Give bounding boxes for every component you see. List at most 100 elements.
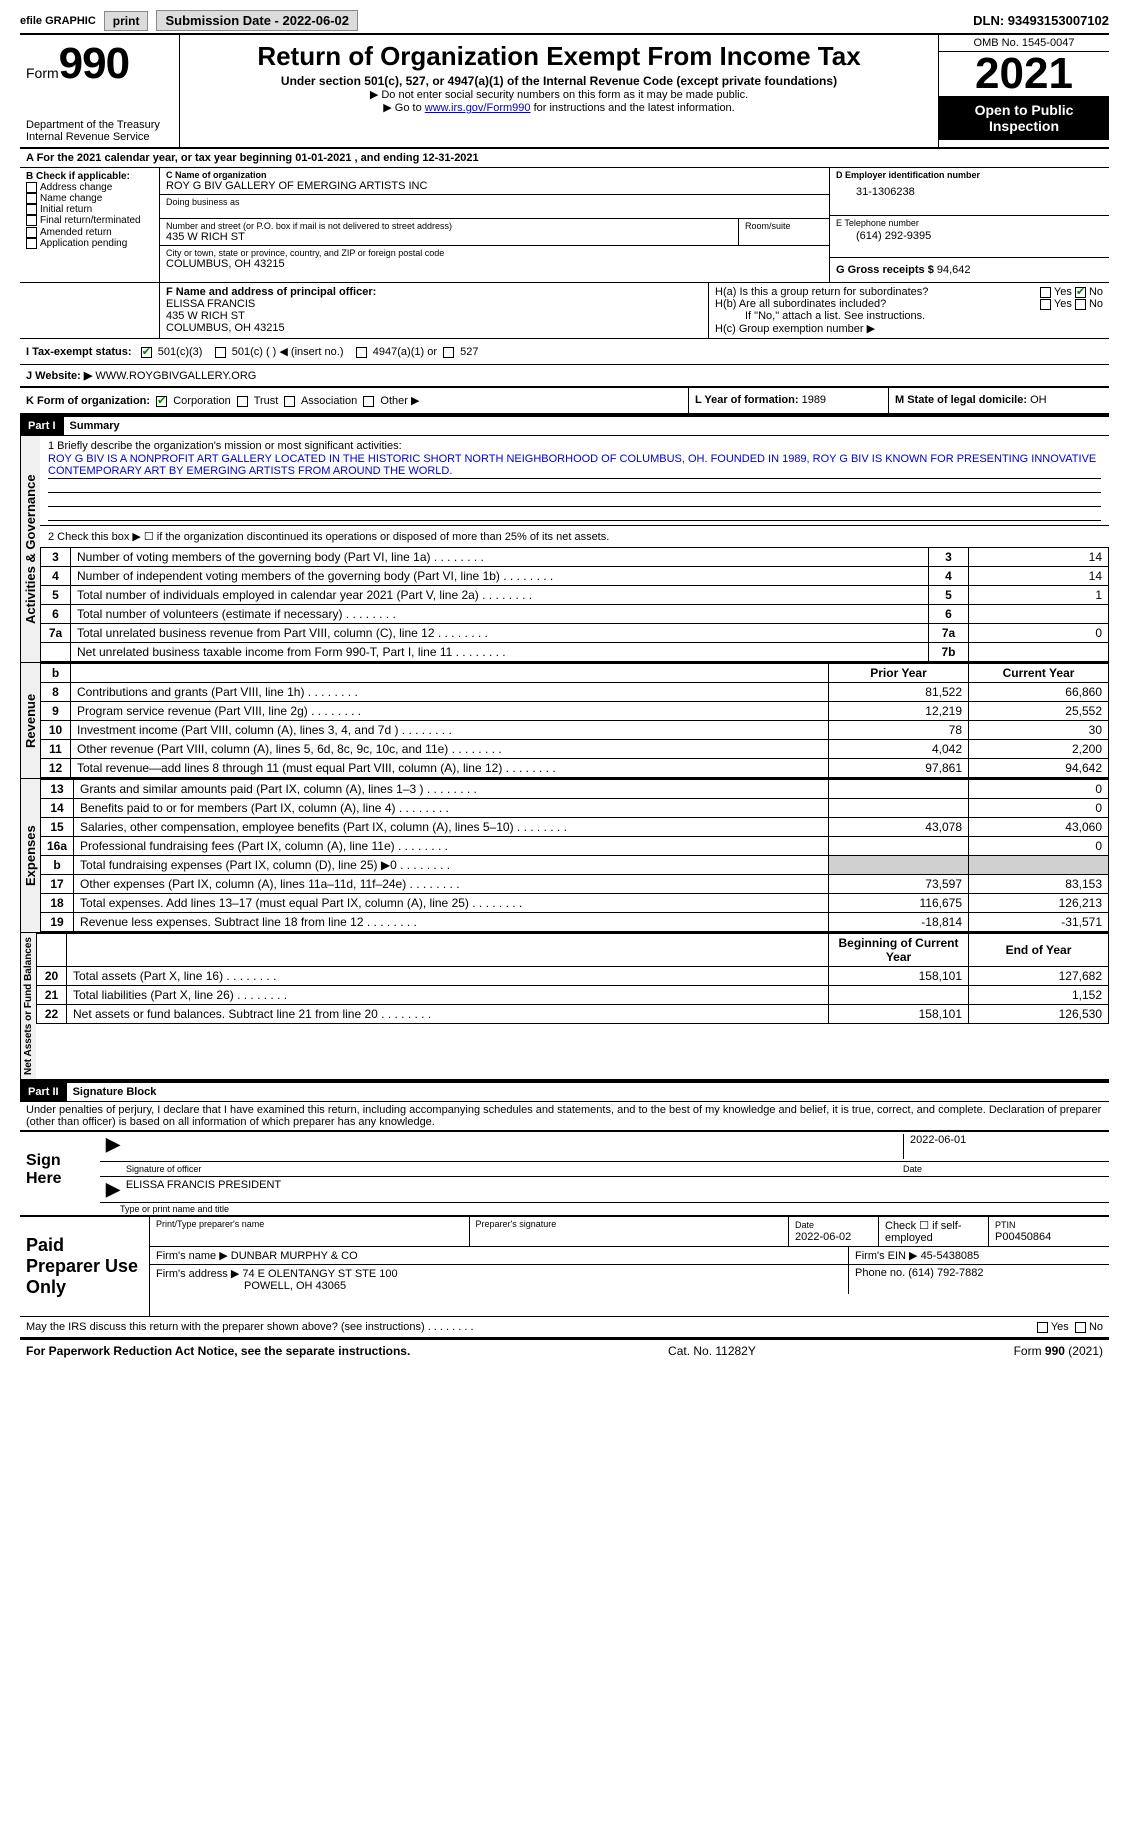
current-value: 2,200 bbox=[969, 740, 1109, 759]
data-row: 8 Contributions and grants (Part VIII, l… bbox=[41, 683, 1109, 702]
officer-addr1: 435 W RICH ST bbox=[166, 310, 702, 322]
line-number: 20 bbox=[37, 967, 67, 986]
instructions-link[interactable]: www.irs.gov/Form990 bbox=[425, 102, 531, 114]
box-deg: D Employer identification number 31-1306… bbox=[829, 168, 1109, 282]
name-title-label: Type or print name and title bbox=[100, 1203, 1109, 1215]
ag-table: 3 Number of voting members of the govern… bbox=[40, 547, 1109, 662]
line-text: Total liabilities (Part X, line 26) bbox=[67, 986, 829, 1005]
line-number: 19 bbox=[41, 913, 74, 932]
discuss-row: May the IRS discuss this return with the… bbox=[20, 1316, 1109, 1338]
rev-header-row: b Prior Year Current Year bbox=[41, 664, 1109, 683]
ag-row: 4 Number of independent voting members o… bbox=[41, 567, 1109, 586]
prior-value bbox=[829, 780, 969, 799]
opt-final-return: Final return/terminated bbox=[26, 215, 153, 226]
line-text: Number of independent voting members of … bbox=[71, 567, 929, 586]
current-value: 43,060 bbox=[969, 818, 1109, 837]
line-number: 12 bbox=[41, 759, 71, 778]
box-k-label: K Form of organization: bbox=[26, 395, 150, 407]
page-footer: For Paperwork Reduction Act Notice, see … bbox=[20, 1338, 1109, 1362]
part2-title: Signature Block bbox=[67, 1083, 163, 1101]
data-row: 9 Program service revenue (Part VIII, li… bbox=[41, 702, 1109, 721]
prep-date: 2022-06-02 bbox=[795, 1231, 851, 1243]
period-text: A For the 2021 calendar year, or tax yea… bbox=[20, 149, 1109, 167]
form-990-page: efile GRAPHIC print Submission Date - 20… bbox=[0, 0, 1129, 1372]
ag-row: 7a Total unrelated business revenue from… bbox=[41, 624, 1109, 643]
line-number: 7a bbox=[41, 624, 71, 643]
prep-sig-label: Preparer's signature bbox=[476, 1219, 783, 1229]
na-hdr-blank2 bbox=[67, 934, 829, 967]
line-number: 13 bbox=[41, 780, 74, 799]
data-row: 22 Net assets or fund balances. Subtract… bbox=[37, 1005, 1109, 1024]
box-m-label: M State of legal domicile: bbox=[895, 394, 1027, 406]
na-tbody: Beginning of Current Year End of Year 20… bbox=[37, 934, 1109, 1024]
website-row: J Website: ▶ WWW.ROYGBIVGALLERY.ORG bbox=[20, 365, 1109, 388]
line-number: 11 bbox=[41, 740, 71, 759]
line-text: Total assets (Part X, line 16) bbox=[67, 967, 829, 986]
box-f: F Name and address of principal officer:… bbox=[160, 283, 709, 338]
line-number: 10 bbox=[41, 721, 71, 740]
line-text: Total unrelated business revenue from Pa… bbox=[71, 624, 929, 643]
line-text: Total number of volunteers (estimate if … bbox=[71, 605, 929, 624]
current-value: 127,682 bbox=[969, 967, 1109, 986]
org-corp: Corporation bbox=[173, 395, 230, 407]
line-value: 1 bbox=[969, 586, 1109, 605]
line-text: Benefits paid to or for members (Part IX… bbox=[74, 799, 829, 818]
title-block: Return of Organization Exempt From Incom… bbox=[180, 35, 939, 147]
form-header: Form990 Department of the Treasury Inter… bbox=[20, 35, 1109, 149]
current-value: 83,153 bbox=[969, 875, 1109, 894]
prior-value: 158,101 bbox=[829, 967, 969, 986]
dln: DLN: 93493153007102 bbox=[973, 13, 1109, 28]
data-row: 13 Grants and similar amounts paid (Part… bbox=[41, 780, 1109, 799]
col-begin: Beginning of Current Year bbox=[829, 934, 969, 967]
line-value: 0 bbox=[969, 624, 1109, 643]
line-text: Grants and similar amounts paid (Part IX… bbox=[74, 780, 829, 799]
arrow-icon: ▶ bbox=[106, 1134, 120, 1159]
data-row: 11 Other revenue (Part VIII, column (A),… bbox=[41, 740, 1109, 759]
line-number: 15 bbox=[41, 818, 74, 837]
prior-value: 116,675 bbox=[829, 894, 969, 913]
rev-hdr-b: b bbox=[41, 664, 71, 683]
sig-date: 2022-06-01 bbox=[903, 1134, 1103, 1159]
ptin-value: P00450864 bbox=[995, 1231, 1051, 1243]
data-row: 10 Investment income (Part VIII, column … bbox=[41, 721, 1109, 740]
box-c: C Name of organization ROY G BIV GALLERY… bbox=[160, 168, 829, 282]
box-number: 7a bbox=[929, 624, 969, 643]
current-value bbox=[969, 856, 1109, 875]
prior-value: 158,101 bbox=[829, 1005, 969, 1024]
box-number: 6 bbox=[929, 605, 969, 624]
prior-value: 73,597 bbox=[829, 875, 969, 894]
sign-here-label: Sign Here bbox=[20, 1132, 100, 1215]
dba-label: Doing business as bbox=[166, 197, 823, 207]
officer-name: ELISSA FRANCIS bbox=[166, 298, 702, 310]
line-number: 9 bbox=[41, 702, 71, 721]
irs-label: Internal Revenue Service bbox=[26, 131, 173, 143]
box-g-label: G Gross receipts $ bbox=[836, 264, 934, 276]
submission-date: Submission Date - 2022-06-02 bbox=[156, 10, 358, 31]
firm-addr2: POWELL, OH 43065 bbox=[156, 1280, 346, 1292]
line-text: Salaries, other compensation, employee b… bbox=[74, 818, 829, 837]
paid-preparer-label: Paid Preparer Use Only bbox=[20, 1217, 150, 1316]
box-m: M State of legal domicile: OH bbox=[889, 388, 1109, 413]
na-header-row: Beginning of Current Year End of Year bbox=[37, 934, 1109, 967]
mission-blank3 bbox=[48, 507, 1101, 521]
rev-tbody: b Prior Year Current Year 8 Contribution… bbox=[41, 664, 1109, 778]
form-number: 990 bbox=[59, 39, 129, 88]
self-employed: Check ☐ if self-employed bbox=[879, 1217, 989, 1246]
year-box: OMB No. 1545-0047 2021 Open to Public In… bbox=[939, 35, 1109, 147]
na-hdr-blank1 bbox=[37, 934, 67, 967]
print-button[interactable]: print bbox=[104, 11, 149, 31]
period-begin: 01-01-2021 bbox=[295, 152, 351, 164]
period-end: 12-31-2021 bbox=[422, 152, 478, 164]
officer-h-block: F Name and address of principal officer:… bbox=[20, 283, 1109, 339]
prep-name-label: Print/Type preparer's name bbox=[156, 1219, 463, 1229]
subtitle-3: ▶ Go to www.irs.gov/Form990 for instruct… bbox=[190, 101, 928, 114]
line1-label: 1 Briefly describe the organization's mi… bbox=[48, 440, 1101, 452]
line-value bbox=[969, 643, 1109, 662]
ag-row: 5 Total number of individuals employed i… bbox=[41, 586, 1109, 605]
line-number: 4 bbox=[41, 567, 71, 586]
data-row: 20 Total assets (Part X, line 16) 158,10… bbox=[37, 967, 1109, 986]
firm-phone: (614) 792-7882 bbox=[908, 1267, 983, 1279]
pra-notice: For Paperwork Reduction Act Notice, see … bbox=[26, 1344, 410, 1358]
phone-value: (614) 292-9395 bbox=[836, 228, 1103, 244]
current-value: 0 bbox=[969, 799, 1109, 818]
